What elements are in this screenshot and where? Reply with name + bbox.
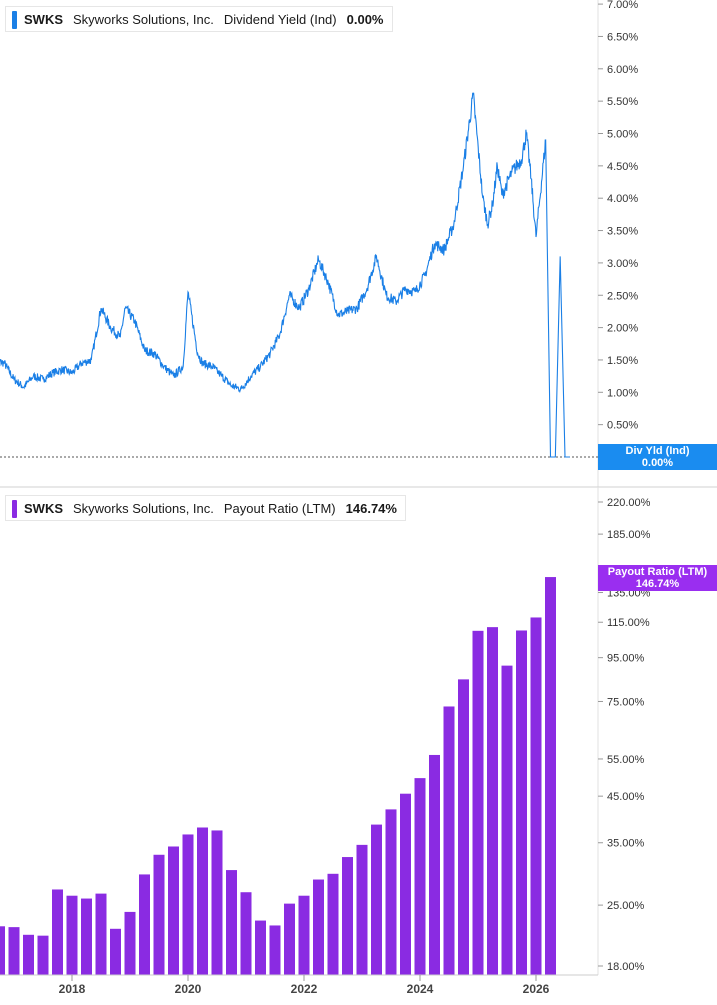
payout-bar: [153, 854, 165, 975]
payout-bar: [458, 679, 469, 975]
payout-legend: SWKS Skyworks Solutions, Inc. Payout Rat…: [5, 495, 406, 521]
payout-bar: [226, 870, 237, 975]
payout-bar: [139, 874, 150, 975]
payout-bar: [168, 846, 179, 975]
yield-legend-color: [12, 11, 17, 29]
div-yld-tag-label: Div Yld (Ind): [625, 445, 690, 457]
yield-tick-label: 3.50%: [607, 226, 638, 238]
payout-bar: [313, 879, 324, 975]
payout-ratio-tag: Payout Ratio (LTM) 146.74%: [598, 565, 717, 591]
payout-tick-label: 220.00%: [607, 497, 651, 509]
yield-legend-company: Skyworks Solutions, Inc.: [73, 11, 214, 27]
payout-tick-label: 115.00%: [607, 617, 650, 629]
dividend-yield-panel: 7.00% 6.50% 6.00% 5.50% 5.00% 4.50% 4.00% 3.50%…: [0, 0, 638, 487]
dividend-yield-line: [0, 92, 570, 458]
payout-bar: [516, 630, 527, 975]
payout-bar: [182, 834, 194, 975]
payout-bar: [240, 892, 252, 975]
payout-bar: [23, 934, 34, 975]
yield-tick-label: 1.00%: [607, 387, 638, 399]
payout-bar: [269, 925, 281, 975]
payout-bar: [356, 844, 368, 975]
yield-tick-label: 1.50%: [607, 355, 638, 367]
payout-legend-value: 146.74%: [345, 500, 397, 516]
payout-bar: [255, 920, 266, 975]
payout-tick-label: 75.00%: [607, 696, 645, 708]
yield-tick-label: 2.50%: [607, 290, 638, 302]
payout-tick-label: 185.00%: [607, 529, 651, 541]
yield-tick-label: 6.50%: [607, 31, 638, 43]
payout-bar: [472, 630, 484, 975]
yield-tick-label: 7.00%: [607, 0, 638, 11]
year-tick-label: 2022: [291, 982, 318, 996]
payout-bar: [545, 577, 556, 975]
payout-bar: [0, 926, 5, 975]
payout-legend-company: Skyworks Solutions, Inc.: [73, 500, 214, 516]
payout-bar: [124, 911, 136, 975]
payout-legend-color: [12, 500, 17, 518]
yield-tick-label: 4.00%: [607, 193, 638, 205]
payout-bar: [327, 873, 339, 975]
year-tick-label: 2024: [407, 982, 434, 996]
payout-ratio-tag-value: 146.74%: [635, 578, 680, 590]
payout-bar: [66, 895, 78, 975]
payout-bar: [211, 830, 223, 975]
payout-bar: [81, 898, 92, 975]
payout-bar: [95, 893, 107, 975]
payout-tick-label: 95.00%: [607, 653, 645, 665]
payout-tick-label: 55.00%: [607, 754, 645, 766]
payout-bar: [371, 824, 382, 975]
yield-axis: 7.00% 6.50% 6.00% 5.50% 5.00% 4.50% 4.00% 3.50%…: [598, 0, 638, 464]
payout-bar: [443, 706, 455, 975]
payout-ratio-tag-label: Payout Ratio (LTM): [607, 566, 708, 578]
payout-bar: [429, 754, 440, 975]
payout-bar: [487, 627, 498, 975]
payout-legend-metric: Payout Ratio (LTM): [223, 500, 336, 516]
payout-bar: [110, 928, 121, 975]
payout-ratio-panel: 220.00%185.00%135.00%115.00%95.00%75.00%…: [0, 487, 651, 996]
payout-tick-label: 25.00%: [607, 900, 645, 912]
payout-bars: [0, 577, 556, 975]
payout-bar: [284, 903, 295, 975]
payout-tick-label: 18.00%: [607, 961, 645, 973]
time-axis: 2018 2020 2022 2024 2026: [59, 975, 550, 996]
yield-tick-label: 0.50%: [607, 420, 638, 432]
yield-tick-label: 3.00%: [607, 258, 638, 270]
yield-tick-label: 5.00%: [607, 129, 638, 141]
div-yld-tag: Div Yld (Ind) 0.00%: [598, 444, 717, 470]
payout-tick-label: 35.00%: [607, 838, 645, 850]
payout-bar: [52, 889, 63, 975]
payout-bar: [385, 809, 397, 975]
payout-legend-ticker: SWKS: [24, 500, 63, 516]
payout-bar: [8, 927, 20, 975]
payout-bar: [414, 778, 426, 975]
payout-bar: [197, 827, 208, 975]
yield-tick-label: 2.00%: [607, 323, 638, 335]
yield-tick-label: 6.00%: [607, 64, 638, 76]
yield-legend: SWKS Skyworks Solutions, Inc. Dividend Y…: [5, 6, 393, 32]
payout-bar: [37, 935, 49, 975]
yield-tick-label: 4.50%: [607, 161, 638, 173]
div-yld-tag-value: 0.00%: [641, 457, 674, 469]
yield-legend-metric: Dividend Yield (Ind): [223, 11, 337, 27]
yield-legend-ticker: SWKS: [24, 11, 63, 27]
payout-bar: [530, 617, 542, 975]
payout-bar: [298, 895, 310, 975]
yield-tick-label: 5.50%: [607, 96, 638, 108]
payout-bar: [501, 665, 513, 975]
payout-bar: [400, 793, 411, 975]
year-tick-label: 2026: [523, 982, 550, 996]
year-tick-label: 2020: [175, 982, 202, 996]
yield-legend-value: 0.00%: [346, 11, 384, 27]
payout-bar: [342, 857, 353, 975]
year-tick-label: 2018: [59, 982, 86, 996]
payout-tick-label: 45.00%: [607, 791, 645, 803]
